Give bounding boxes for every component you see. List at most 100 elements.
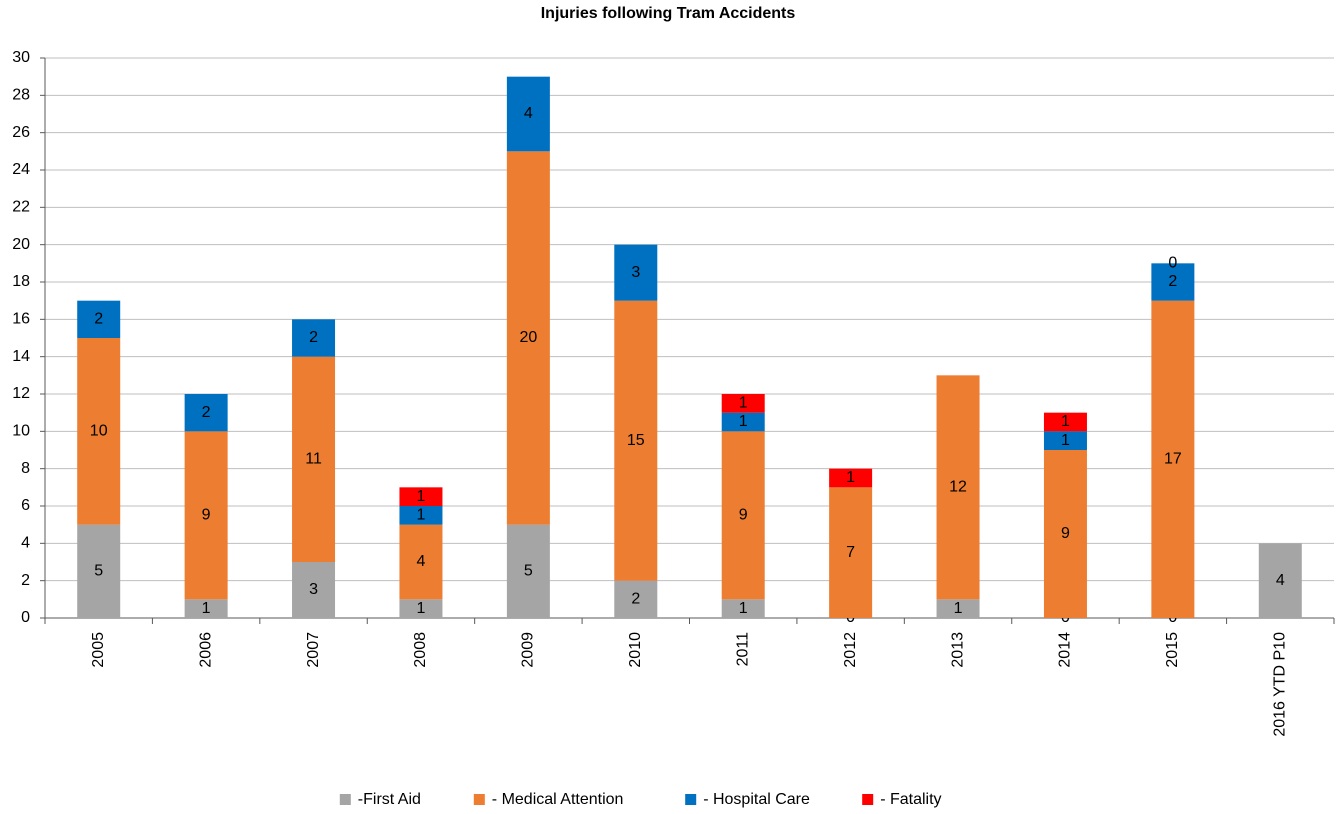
- data-label: 5: [94, 563, 103, 580]
- x-tick-label: 2014: [1057, 632, 1074, 668]
- bar-segment: [184, 431, 228, 600]
- legend-label: - Fatality: [880, 791, 941, 808]
- data-label: 1: [739, 413, 748, 430]
- x-tick-label: 2008: [412, 632, 429, 668]
- legend-swatch: [473, 794, 485, 805]
- data-label: 3: [631, 264, 640, 281]
- x-tick-label: 2016 YTD P10: [1272, 632, 1289, 737]
- bar-segment: [614, 300, 658, 581]
- legend-swatch: [862, 794, 874, 805]
- data-label: 4: [1276, 572, 1285, 589]
- data-label: 4: [524, 105, 533, 122]
- legend-swatch: [685, 794, 697, 805]
- bar-segment: [721, 394, 765, 413]
- y-tick-label: 0: [21, 609, 30, 626]
- x-tick-label: 2013: [949, 632, 966, 668]
- y-tick-label: 18: [12, 273, 30, 290]
- data-label: 1: [417, 600, 426, 617]
- data-label: 9: [739, 507, 748, 524]
- bar-segment: [506, 524, 550, 618]
- bar-segment: [1043, 431, 1087, 450]
- y-tick-label: 4: [21, 535, 30, 552]
- y-tick-label: 22: [12, 199, 30, 216]
- data-label: 1: [1061, 413, 1070, 430]
- bar-segment: [77, 524, 121, 618]
- data-label: 1: [1061, 432, 1070, 449]
- data-label: 9: [202, 507, 211, 524]
- legend-swatch: [339, 794, 351, 805]
- data-label: 12: [949, 479, 967, 496]
- data-label: 4: [417, 553, 426, 570]
- legend-label: - Medical Attention: [492, 791, 624, 808]
- y-tick-label: 26: [12, 124, 30, 141]
- bar-segment: [721, 599, 765, 618]
- legend-label: -First Aid: [358, 791, 421, 808]
- y-tick-label: 6: [21, 497, 30, 514]
- data-label: 0: [1168, 255, 1177, 272]
- data-label: 2: [1168, 273, 1177, 290]
- x-tick-label: 2010: [627, 632, 644, 668]
- bar-segment: [292, 319, 336, 357]
- x-tick-label: 2012: [842, 632, 859, 668]
- y-tick-label: 14: [12, 348, 30, 365]
- y-tick-label: 20: [12, 236, 30, 253]
- x-tick-label: 2005: [90, 632, 107, 668]
- chart-title: Injuries following Tram Accidents: [541, 5, 796, 22]
- bar-segment: [292, 356, 336, 562]
- bar-segment: [721, 431, 765, 600]
- data-label: 1: [954, 600, 963, 617]
- data-label: 3: [309, 581, 318, 598]
- bar-segment: [399, 506, 443, 525]
- data-label: 7: [846, 544, 855, 561]
- bar-segment: [614, 244, 658, 301]
- bar-segment: [506, 76, 550, 152]
- bar-segment: [1258, 543, 1302, 618]
- bar-segment: [1151, 300, 1195, 618]
- data-label: 17: [1164, 451, 1182, 468]
- x-tick-label: 2009: [520, 632, 537, 668]
- bar-segment: [1043, 450, 1087, 618]
- data-label: 1: [739, 395, 748, 412]
- data-label: 5: [524, 563, 533, 580]
- data-label: 20: [519, 329, 537, 346]
- bar-segment: [399, 524, 443, 600]
- y-tick-label: 28: [12, 87, 30, 104]
- x-tick-label: 2006: [197, 632, 214, 668]
- bar-segment: [184, 599, 228, 618]
- bar-segment: [829, 468, 873, 488]
- bar-segment: [184, 394, 228, 432]
- data-label: 1: [846, 469, 855, 486]
- y-tick-label: 2: [21, 572, 30, 589]
- bar-segment: [1151, 263, 1195, 301]
- data-label: 9: [1061, 525, 1070, 542]
- bar-segment: [399, 599, 443, 618]
- data-label: 10: [90, 423, 108, 440]
- bar-segment: [1043, 412, 1087, 432]
- data-label: 11: [305, 451, 322, 468]
- data-label: 2: [202, 404, 211, 421]
- y-tick-label: 12: [12, 385, 30, 402]
- data-label: 15: [627, 432, 645, 449]
- bar-segment: [399, 487, 443, 506]
- bar-segment: [721, 412, 765, 432]
- bar-segment: [77, 300, 121, 338]
- bar-segment: [292, 562, 336, 618]
- data-label: 2: [309, 329, 318, 346]
- bar-segment: [77, 338, 121, 525]
- data-label: 1: [739, 600, 748, 617]
- data-label: 2: [94, 311, 103, 328]
- x-tick-label: 2007: [305, 632, 322, 668]
- y-tick-label: 10: [12, 423, 30, 440]
- y-tick-label: 8: [21, 460, 30, 477]
- y-tick-label: 24: [12, 161, 30, 178]
- x-tick-label: 2015: [1164, 632, 1181, 668]
- data-label: 1: [417, 507, 426, 524]
- bar-segment: [829, 487, 873, 618]
- x-tick-label: 2011: [734, 632, 751, 667]
- data-label: 1: [417, 488, 426, 505]
- legend-label: - Hospital Care: [703, 791, 810, 808]
- y-tick-label: 30: [12, 49, 30, 66]
- bar-segment: [614, 580, 658, 618]
- bar-segment: [936, 375, 980, 600]
